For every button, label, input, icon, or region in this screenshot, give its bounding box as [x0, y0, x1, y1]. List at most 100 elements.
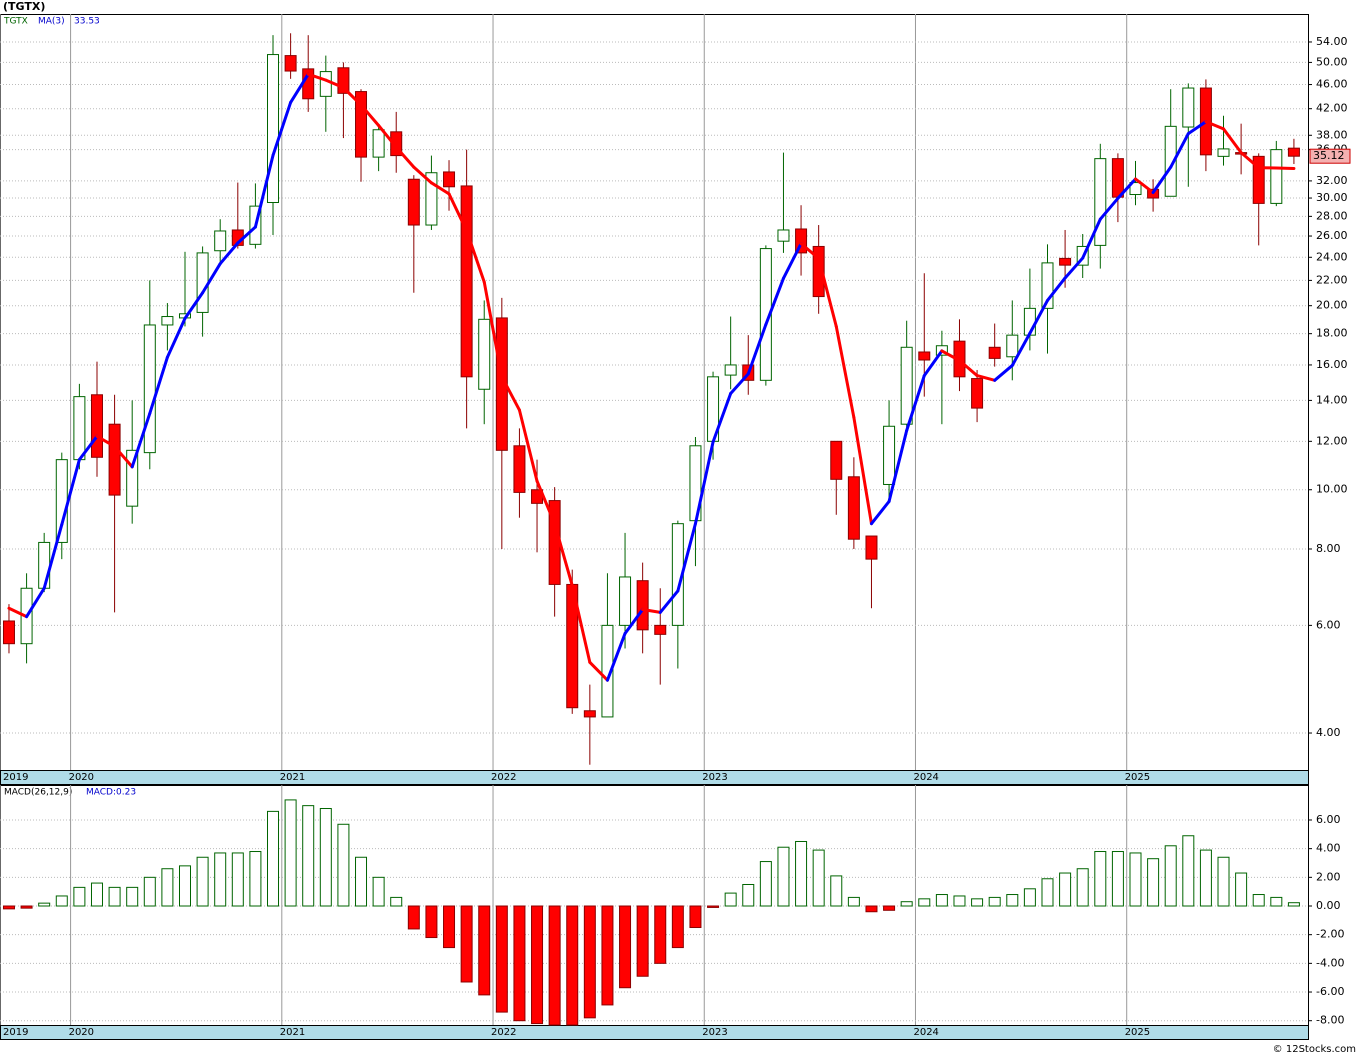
ma-segment — [60, 458, 81, 527]
ma-segment — [1239, 151, 1261, 170]
x-axis-bar — [0, 1025, 1309, 1040]
candle-body — [601, 624, 614, 718]
macd-bar — [900, 901, 913, 907]
ma-segment — [641, 607, 662, 614]
y-tick-label: -8.00 — [1316, 1014, 1344, 1027]
macd-bar — [847, 896, 860, 907]
ma-segment — [975, 374, 997, 382]
ma-segment — [940, 349, 961, 363]
macd-bar — [355, 856, 368, 907]
y-tick-label: 42.00 — [1316, 102, 1348, 115]
ma-segment — [764, 276, 785, 327]
ma-segment — [1186, 120, 1208, 136]
ma-segment — [324, 78, 345, 90]
symbol: TGTX — [3, 17, 28, 27]
macd-bar — [1041, 878, 1054, 907]
ma-name: MA(3) — [38, 17, 65, 27]
ma-segment — [394, 145, 416, 169]
macd-bar — [1129, 852, 1142, 907]
ma-segment — [869, 499, 891, 526]
y-tick-label: 26.00 — [1316, 229, 1348, 242]
macd-bar — [73, 886, 86, 907]
ma-segment — [1010, 331, 1032, 367]
macd-bar — [566, 905, 579, 1026]
ma-segment — [605, 631, 627, 682]
macd-bar — [372, 876, 385, 907]
candle-body — [724, 364, 737, 376]
candle-body — [1182, 87, 1195, 128]
y-tick-label: 8.00 — [1316, 542, 1341, 555]
candle-body — [1129, 182, 1142, 196]
macd-bar — [971, 898, 984, 907]
ma-segment — [887, 428, 909, 503]
ma-segment — [1151, 165, 1173, 195]
macd-bar — [495, 905, 508, 1013]
macd-bar — [443, 905, 456, 949]
ma-segment — [271, 100, 293, 157]
y-tick-label: 6.00 — [1316, 618, 1341, 631]
y-tick-label: 18.00 — [1316, 327, 1348, 340]
ma-segment — [623, 607, 645, 635]
y-tick-label: 14.00 — [1316, 393, 1348, 406]
macd-bar — [90, 882, 103, 907]
ma-segment — [289, 72, 310, 104]
x-tick-label: 2023 — [702, 1027, 727, 1038]
macd-bar — [583, 905, 596, 1019]
ma-segment — [905, 374, 926, 432]
macd-bar — [777, 846, 790, 907]
candle-body — [1217, 148, 1230, 157]
macd-bar — [1111, 851, 1124, 907]
candle-body — [1006, 334, 1019, 358]
candle-body — [319, 71, 332, 97]
macd-bar — [407, 905, 420, 930]
ma-segment — [1134, 177, 1155, 195]
y-tick-label: 2.00 — [1316, 870, 1341, 883]
candle-body — [214, 230, 227, 252]
candle-body — [73, 396, 86, 461]
candle-body — [355, 91, 368, 158]
ma-segment — [570, 584, 592, 664]
x-tick-label: 2025 — [1125, 772, 1150, 783]
macd-bar — [812, 849, 825, 907]
y-tick-label: 22.00 — [1316, 273, 1348, 286]
macd-bar — [865, 905, 878, 913]
x-tick-label: 2024 — [913, 772, 938, 783]
macd-bar — [337, 823, 350, 907]
macd-bar — [126, 886, 139, 907]
macd-bar — [689, 905, 702, 929]
candle-body — [478, 318, 491, 390]
candle-body — [38, 541, 51, 589]
macd-bar — [636, 905, 649, 977]
candle-body — [126, 449, 139, 507]
ma-segment — [429, 181, 451, 196]
y-tick-label: 28.00 — [1316, 209, 1348, 222]
ma-segment — [253, 153, 275, 229]
ma-segment — [218, 241, 240, 266]
candle-body — [90, 394, 103, 458]
macd-bar — [1217, 856, 1230, 907]
macd-bar — [988, 896, 1001, 907]
macd-bar — [724, 892, 737, 907]
macd-bar — [601, 905, 614, 1006]
candle-body — [619, 576, 632, 626]
ma-segment — [922, 349, 944, 378]
x-tick-label: 2022 — [491, 1027, 516, 1038]
candle-body — [425, 172, 438, 226]
macd-bar — [38, 902, 51, 907]
candle-body — [267, 54, 280, 204]
candle-body — [161, 316, 174, 326]
macd-bar — [214, 852, 227, 907]
y-tick-label: 0.00 — [1316, 899, 1341, 912]
macd-bar — [795, 840, 808, 907]
x-tick-label: 2021 — [280, 1027, 305, 1038]
candle-body — [777, 229, 790, 242]
macd-bar — [319, 808, 332, 907]
ma-segment — [852, 415, 873, 526]
ma-segment — [1081, 217, 1102, 260]
ma-segment — [711, 391, 733, 444]
candle-body — [337, 67, 350, 94]
ma-last: 33.53 — [74, 17, 100, 27]
candle-body — [460, 185, 473, 378]
macd-bar — [654, 905, 667, 964]
x-tick-label: 2019 — [3, 772, 28, 783]
